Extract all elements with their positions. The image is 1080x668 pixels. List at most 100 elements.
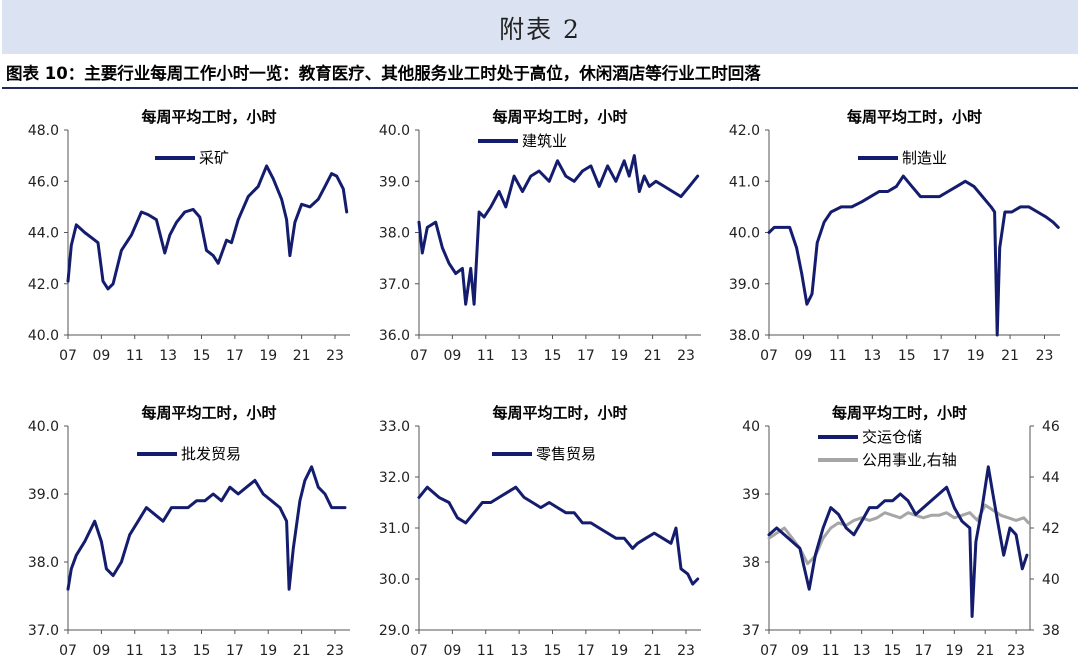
legend-label: 公用事业,右轴 xyxy=(862,451,957,469)
x-tick-label: 23 xyxy=(326,643,344,659)
x-tick-label: 09 xyxy=(443,643,461,659)
x-tick-label: 19 xyxy=(610,348,628,364)
y-tick-label: 32.0 xyxy=(379,470,410,486)
y-tick-label: 36.0 xyxy=(379,328,410,344)
series-line-1 xyxy=(417,154,700,306)
y2-tick-label: 46 xyxy=(1042,419,1060,435)
y2-tick-label: 44 xyxy=(1042,470,1060,486)
legend-label: 采矿 xyxy=(199,149,229,167)
y-tick-label: 33.0 xyxy=(379,419,410,435)
series-line-1 xyxy=(417,485,700,586)
legend-label: 零售贸易 xyxy=(536,445,596,463)
y2-tick-label: 42 xyxy=(1042,521,1060,537)
x-tick-label: 11 xyxy=(829,348,847,364)
x-tick-label: 07 xyxy=(410,348,428,364)
series-line-2 xyxy=(767,503,1030,566)
x-tick-label: 17 xyxy=(226,643,244,659)
caption-divider xyxy=(2,87,1078,89)
appendix-title: 附表 2 xyxy=(499,15,581,44)
y-tick-label: 37.0 xyxy=(379,277,410,293)
x-tick-label: 11 xyxy=(126,643,144,659)
panel-title: 每周平均工时，小时 xyxy=(832,404,967,422)
x-tick-label: 19 xyxy=(967,348,985,364)
x-tick-label: 07 xyxy=(410,643,428,659)
x-tick-label: 11 xyxy=(477,643,495,659)
legend-label: 批发贸易 xyxy=(181,445,241,463)
x-tick-label: 21 xyxy=(976,643,994,659)
x-tick-label: 23 xyxy=(677,643,695,659)
series-line-1 xyxy=(66,164,349,291)
x-tick-label: 11 xyxy=(126,348,144,364)
y-tick-label: 37 xyxy=(742,623,760,639)
x-tick-label: 19 xyxy=(259,348,277,364)
x-tick-label: 13 xyxy=(863,348,881,364)
y2-tick-label: 40 xyxy=(1042,572,1060,588)
x-tick-label: 19 xyxy=(945,643,963,659)
x-tick-label: 13 xyxy=(853,643,871,659)
x-tick-label: 09 xyxy=(791,643,809,659)
series-line-1 xyxy=(66,465,347,591)
x-tick-label: 13 xyxy=(159,348,177,364)
y-tick-label: 39 xyxy=(742,487,760,503)
y-tick-label: 42.0 xyxy=(28,277,59,293)
legend-label: 交运仓储 xyxy=(862,428,922,446)
y-tick-label: 39.0 xyxy=(28,487,59,503)
chart-panel-4: 每周平均工时，小时 37.0 38.0 39.0 40.0 07 09 11 13 15 17 19 2… xyxy=(28,404,350,659)
x-tick-label: 17 xyxy=(226,348,244,364)
y2-tick-label: 38 xyxy=(1042,623,1060,639)
y-tick-label: 48.0 xyxy=(28,123,59,139)
appendix-banner: 附表 2 xyxy=(2,0,1078,54)
chart-panel-1: 每周平均工时，小时 40.0 42.0 44.0 46.0 48.0 07 09 11 13 15 1… xyxy=(28,108,350,364)
x-tick-label: 09 xyxy=(92,643,110,659)
x-tick-label: 21 xyxy=(644,348,662,364)
series-line-1 xyxy=(767,465,1029,618)
x-tick-label: 13 xyxy=(510,643,528,659)
x-tick-label: 17 xyxy=(915,643,933,659)
y-tick-label: 40.0 xyxy=(28,328,59,344)
y-tick-label: 40.0 xyxy=(729,226,760,242)
x-tick-label: 15 xyxy=(544,643,562,659)
series-line-1 xyxy=(767,174,1060,337)
y-tick-label: 29.0 xyxy=(379,623,410,639)
x-tick-label: 07 xyxy=(59,348,77,364)
x-tick-label: 19 xyxy=(610,643,628,659)
x-tick-label: 15 xyxy=(193,643,211,659)
x-tick-label: 09 xyxy=(443,348,461,364)
x-tick-label: 23 xyxy=(1007,643,1025,659)
chart-panel-2: 每周平均工时，小时 36.0 37.0 38.0 39.0 40.0 07 09 11 13 15 1… xyxy=(379,108,701,364)
y-tick-label: 46.0 xyxy=(28,174,59,190)
y-tick-label: 31.0 xyxy=(379,521,410,537)
x-tick-label: 09 xyxy=(92,348,110,364)
y-tick-label: 42.0 xyxy=(729,123,760,139)
x-tick-label: 17 xyxy=(577,348,595,364)
panel-title: 每周平均工时，小时 xyxy=(141,404,276,422)
x-tick-label: 23 xyxy=(1036,348,1054,364)
y-tick-label: 37.0 xyxy=(28,623,59,639)
x-tick-label: 13 xyxy=(159,643,177,659)
x-tick-label: 23 xyxy=(677,348,695,364)
y-tick-label: 44.0 xyxy=(28,226,59,242)
x-tick-label: 09 xyxy=(795,348,813,364)
y-tick-label: 38.0 xyxy=(379,226,410,242)
y-tick-label: 40 xyxy=(742,419,760,435)
x-tick-label: 07 xyxy=(760,643,778,659)
panel-title: 每周平均工时，小时 xyxy=(492,404,627,422)
y-tick-label: 38.0 xyxy=(28,555,59,571)
y-tick-label: 41.0 xyxy=(729,174,760,190)
y-tick-label: 38.0 xyxy=(729,328,760,344)
x-tick-label: 23 xyxy=(326,348,344,364)
y-tick-label: 39.0 xyxy=(379,174,410,190)
panel-title: 每周平均工时，小时 xyxy=(141,108,276,126)
x-tick-label: 21 xyxy=(1001,348,1019,364)
x-tick-label: 19 xyxy=(259,643,277,659)
x-tick-label: 07 xyxy=(760,348,778,364)
legend-label: 建筑业 xyxy=(522,132,567,150)
chart-panel-3: 每周平均工时，小时 38.0 39.0 40.0 41.0 42.0 07 09 11 13 15 1… xyxy=(729,108,1060,364)
y-tick-label: 30.0 xyxy=(379,572,410,588)
x-tick-label: 13 xyxy=(510,348,528,364)
x-tick-label: 11 xyxy=(477,348,495,364)
y-tick-label: 39.0 xyxy=(729,277,760,293)
legend-label: 制造业 xyxy=(902,149,947,167)
y-tick-label: 40.0 xyxy=(379,123,410,139)
